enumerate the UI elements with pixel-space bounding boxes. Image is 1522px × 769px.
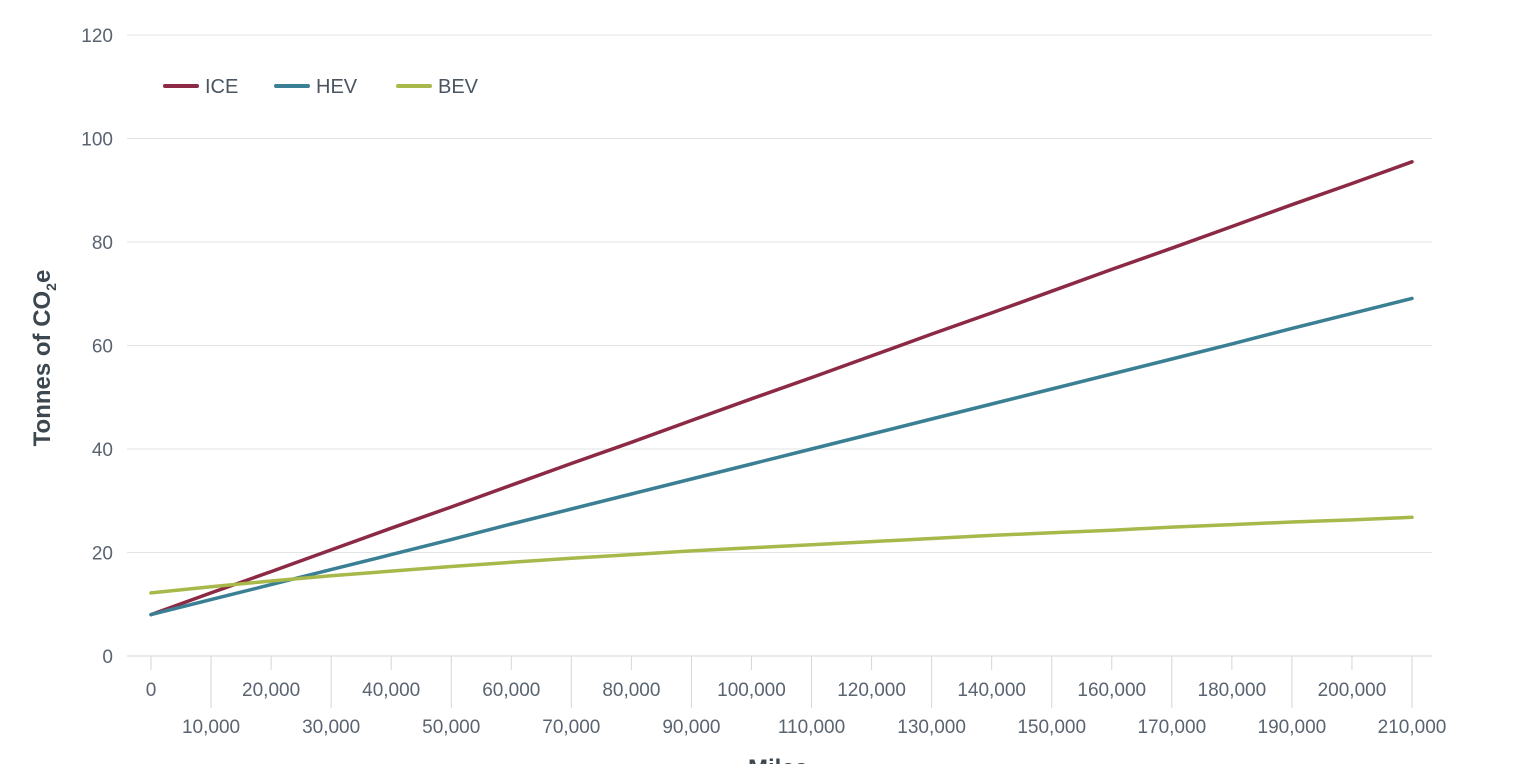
x-tick-label: 140,000 bbox=[957, 680, 1026, 701]
legend-item-ice: ICE bbox=[163, 76, 238, 98]
x-axis-title: Miles bbox=[748, 755, 808, 764]
x-tick-label: 190,000 bbox=[1258, 717, 1327, 738]
y-tick-label: 100 bbox=[81, 130, 113, 151]
y-tick-label: 60 bbox=[92, 337, 113, 358]
x-tick-label: 210,000 bbox=[1378, 717, 1447, 738]
legend-label: HEV bbox=[316, 76, 358, 98]
y-tick-label: 20 bbox=[92, 544, 113, 565]
y-axis-title-main: Tonnes of CO bbox=[29, 291, 56, 447]
x-tick-label: 30,000 bbox=[302, 717, 360, 738]
x-tick-label: 20,000 bbox=[242, 680, 300, 701]
legend-label: BEV bbox=[438, 76, 479, 98]
x-tick-label: 60,000 bbox=[482, 680, 540, 701]
x-tick-label: 50,000 bbox=[422, 717, 480, 738]
legend-item-hev: HEV bbox=[274, 76, 358, 98]
y-tick-label: 0 bbox=[102, 647, 113, 668]
x-tick-label: 160,000 bbox=[1077, 680, 1146, 701]
gridlines bbox=[127, 34, 1432, 553]
x-tick-label: 80,000 bbox=[602, 680, 660, 701]
x-tick-label: 0 bbox=[146, 680, 157, 701]
legend-label: ICE bbox=[205, 76, 238, 98]
x-tick-label: 70,000 bbox=[542, 717, 600, 738]
x-tick-label: 180,000 bbox=[1198, 680, 1267, 701]
y-axis-title-suffix: e bbox=[29, 270, 56, 283]
y-tick-label: 120 bbox=[81, 26, 113, 47]
x-tick-label: 110,000 bbox=[778, 717, 845, 738]
legend: ICE HEV BEV bbox=[163, 76, 479, 98]
y-axis-title: Tonnes of CO2e bbox=[29, 270, 59, 447]
x-axis: 0 10,00020,00030,00040,00050,00060,00070,… bbox=[127, 655, 1447, 738]
x-tick-label: 170,000 bbox=[1137, 717, 1206, 738]
x-tick-label: 90,000 bbox=[662, 717, 720, 738]
x-tick-label: 150,000 bbox=[1017, 717, 1086, 738]
series-line-ice bbox=[149, 160, 1414, 617]
x-tick-label: 130,000 bbox=[897, 717, 966, 738]
x-tick-label: 40,000 bbox=[362, 680, 420, 701]
y-axis-title-subscript: 2 bbox=[43, 283, 59, 291]
legend-item-bev: BEV bbox=[396, 76, 479, 98]
x-tick-label: 120,000 bbox=[837, 680, 906, 701]
x-tick-label: 100,000 bbox=[717, 680, 786, 701]
series-line-hev bbox=[149, 296, 1414, 617]
series-lines bbox=[149, 160, 1414, 617]
x-tick-label: 200,000 bbox=[1318, 680, 1387, 701]
y-axis: 0 20 40 60 80 100 120 bbox=[81, 26, 113, 668]
series-line-bev bbox=[149, 515, 1414, 595]
x-tick-label: 10,000 bbox=[182, 717, 240, 738]
y-tick-label: 80 bbox=[92, 233, 113, 254]
y-tick-label: 40 bbox=[92, 440, 113, 461]
